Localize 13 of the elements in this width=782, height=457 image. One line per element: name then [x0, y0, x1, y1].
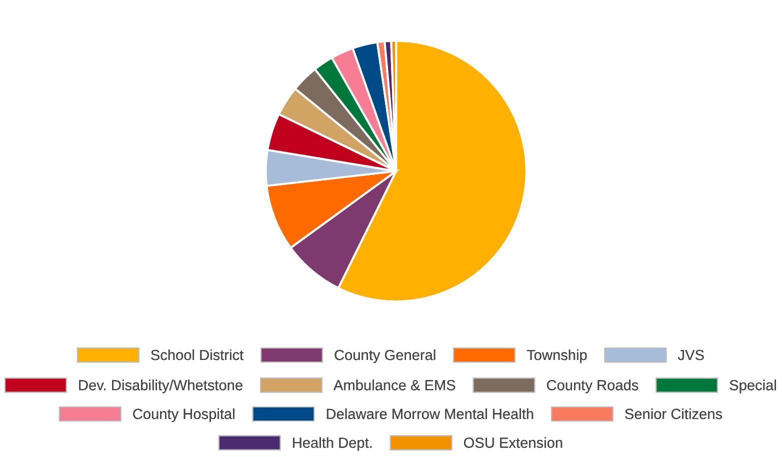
- legend-label: Township: [526, 349, 587, 364]
- legend-label: Special: [730, 380, 776, 394]
- legend-label: County General: [334, 349, 436, 364]
- legend-label: Senior Citizens: [625, 408, 722, 420]
- legend-label: Ambulance & EMS: [334, 380, 456, 390]
- legend-label: School District: [151, 349, 244, 360]
- legend-label: Dev. Disability/Whetstone: [79, 380, 242, 394]
- legend-label: County Roads: [547, 380, 638, 394]
- legend-label: Delaware Morrow Mental Health: [326, 408, 534, 420]
- legend-label: County Hospital: [133, 408, 234, 422]
- legend-label: JVS: [678, 350, 704, 360]
- legend-label: Health Dept.: [293, 437, 372, 451]
- legend-label: OSU Extension: [464, 437, 562, 448]
